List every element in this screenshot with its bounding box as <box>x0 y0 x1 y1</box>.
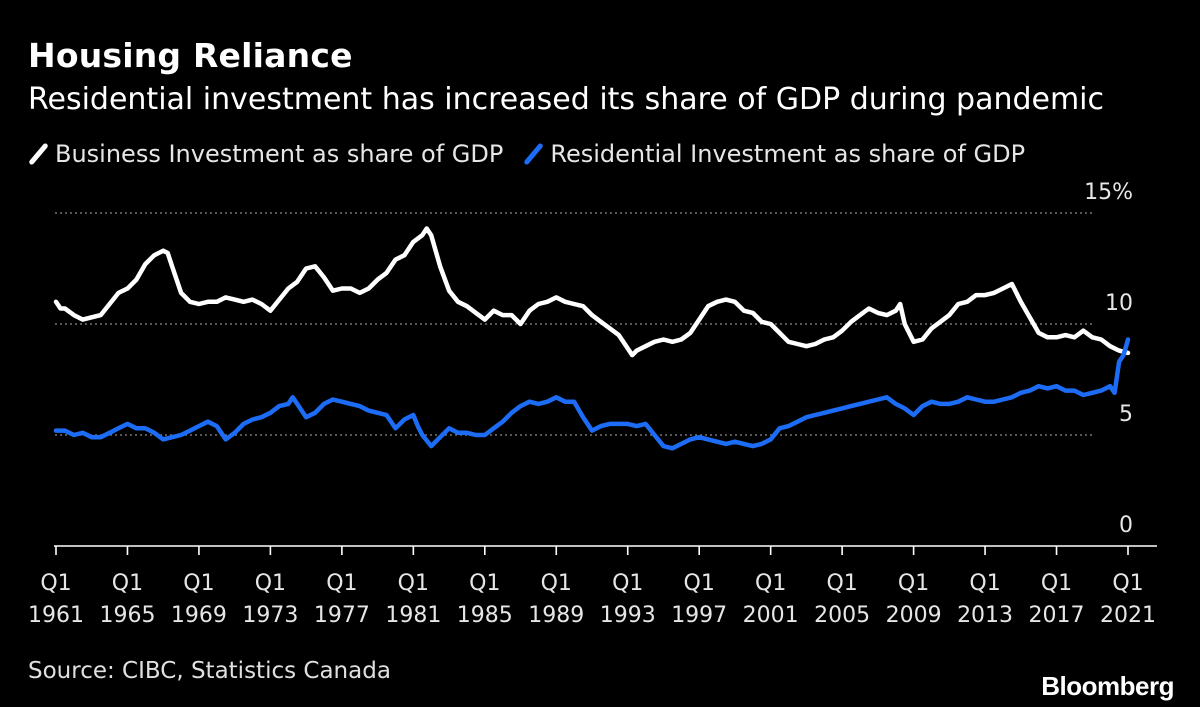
chart-legend: Business Investment as share of GDP Resi… <box>28 140 1047 168</box>
x-tick-label-quarter-1969: Q1 <box>183 571 214 596</box>
x-tick-label-year-2021: 2021 <box>1100 603 1156 628</box>
x-tick-label-quarter-2009: Q1 <box>898 571 929 596</box>
legend-label-business: Business Investment as share of GDP <box>55 140 504 168</box>
x-tick-label-year-2009: 2009 <box>886 603 942 628</box>
legend-item-residential: Residential Investment as share of GDP <box>523 140 1026 168</box>
x-tick-label-quarter-1973: Q1 <box>255 571 286 596</box>
x-tick-label-quarter-1985: Q1 <box>469 571 500 596</box>
x-tick-label-year-1985: 1985 <box>457 603 513 628</box>
x-tick-label-quarter-1989: Q1 <box>541 571 572 596</box>
legend-item-business: Business Investment as share of GDP <box>28 140 504 168</box>
x-tick-label-year-1981: 1981 <box>385 603 441 628</box>
series-line-business-investment <box>53 226 1131 358</box>
x-tick-label-quarter-1993: Q1 <box>612 571 643 596</box>
x-tick-label-quarter-1961: Q1 <box>40 571 71 596</box>
x-tick-label-quarter-2013: Q1 <box>969 571 1000 596</box>
y-tick-label-5: 5 <box>1119 402 1133 427</box>
x-tick-label-quarter-1997: Q1 <box>684 571 715 596</box>
series-line-residential-investment <box>53 337 1131 451</box>
chart-subtitle: Residential investment has increased its… <box>28 82 1105 117</box>
y-tick-label-0: 0 <box>1119 513 1133 538</box>
x-tick-label-year-2005: 2005 <box>814 603 870 628</box>
x-tick-label-year-1997: 1997 <box>671 603 727 628</box>
source-note: Source: CIBC, Statistics Canada <box>28 658 391 684</box>
x-tick-label-quarter-1981: Q1 <box>398 571 429 596</box>
x-tick-label-quarter-1965: Q1 <box>112 571 143 596</box>
x-tick-label-year-2017: 2017 <box>1029 603 1085 628</box>
y-tick-label-10: 10 <box>1105 291 1133 316</box>
x-tick-label-year-2001: 2001 <box>743 603 799 628</box>
x-tick-label-year-1993: 1993 <box>600 603 656 628</box>
legend-label-residential: Residential Investment as share of GDP <box>550 140 1026 168</box>
x-tick-label-quarter-2001: Q1 <box>755 571 786 596</box>
x-tick-label-year-1969: 1969 <box>171 603 227 628</box>
x-tick-label-year-1961: 1961 <box>28 603 84 628</box>
x-tick-label-quarter-2017: Q1 <box>1041 571 1072 596</box>
x-tick-label-quarter-2021: Q1 <box>1112 571 1143 596</box>
x-tick-label-year-1973: 1973 <box>242 603 298 628</box>
chart-title: Housing Reliance <box>28 36 353 75</box>
x-tick-label-year-1989: 1989 <box>528 603 584 628</box>
x-tick-label-year-1965: 1965 <box>99 603 155 628</box>
bloomberg-logo: Bloomberg <box>1041 671 1174 701</box>
x-tick-label-quarter-2005: Q1 <box>826 571 857 596</box>
x-tick-label-year-2013: 2013 <box>957 603 1013 628</box>
y-tick-label-15: 15% <box>1084 180 1133 205</box>
x-tick-label-quarter-1977: Q1 <box>326 571 357 596</box>
x-tick-label-year-1977: 1977 <box>314 603 370 628</box>
